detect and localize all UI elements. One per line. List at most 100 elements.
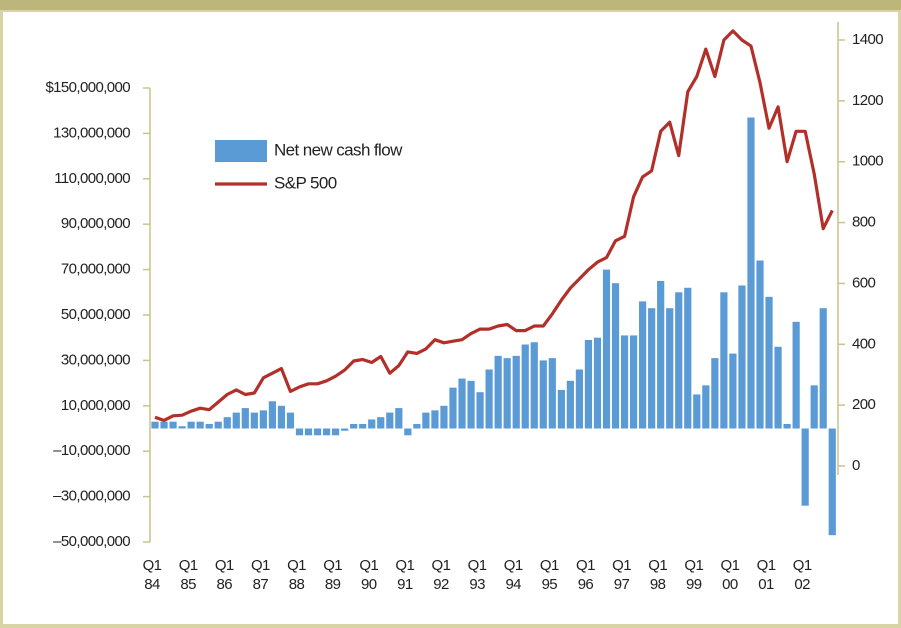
bar — [792, 321, 800, 429]
bar — [575, 369, 584, 429]
bar — [611, 283, 620, 429]
bar — [548, 358, 556, 429]
x-tick-label: Q1 86 — [214, 557, 234, 593]
bar — [341, 428, 349, 431]
bar — [512, 355, 520, 429]
bar — [350, 423, 358, 429]
x-tick-label: Q1 84 — [142, 557, 162, 593]
bar — [765, 296, 773, 429]
bar — [250, 412, 258, 429]
bar — [801, 428, 809, 506]
bar — [702, 385, 710, 429]
bar — [530, 342, 538, 429]
bar — [241, 408, 249, 429]
bar — [584, 339, 593, 429]
bar — [675, 292, 683, 429]
bar — [151, 421, 159, 429]
bar — [666, 308, 674, 429]
bar — [322, 428, 331, 436]
y-tick-label: $150,000,000 — [45, 79, 130, 96]
bar — [160, 421, 168, 429]
y-tick-label: –30,000,000 — [53, 488, 130, 505]
x-tick-label: Q1 01 — [756, 557, 776, 593]
y2-tick-label: 400 — [852, 335, 875, 352]
x-tick-label: Q1 95 — [539, 557, 559, 593]
bar — [395, 408, 403, 429]
bar — [440, 405, 448, 429]
y2-tick-label: 800 — [852, 214, 875, 231]
x-tick-label: Q1 85 — [178, 557, 198, 593]
bar — [629, 335, 638, 429]
x-tick-label: Q1 89 — [323, 557, 342, 593]
y-tick-label: –10,000,000 — [53, 442, 130, 459]
bar — [521, 344, 529, 429]
x-tick-label: Q1 88 — [287, 557, 306, 593]
bar — [756, 260, 764, 429]
legend-label: Net new cash flow — [274, 140, 403, 159]
legend-swatch — [215, 140, 267, 162]
bar — [747, 117, 755, 429]
y2-tick-label: 1400 — [852, 31, 883, 48]
bar — [566, 380, 574, 429]
x-tick-label: Q1 98 — [648, 557, 668, 593]
x-tick-label: Q1 91 — [395, 557, 415, 593]
y-tick-label: 90,000,000 — [61, 215, 130, 232]
bar — [593, 337, 602, 429]
x-tick-label: Q1 99 — [684, 557, 704, 593]
x-tick-label: Q1 00 — [720, 557, 740, 593]
line — [154, 29, 834, 422]
bar — [377, 417, 385, 429]
bar — [449, 387, 457, 429]
bar — [819, 308, 827, 429]
bar — [657, 280, 665, 429]
y2-tick-label: 1000 — [852, 153, 883, 170]
bar — [557, 389, 565, 429]
bar — [368, 419, 376, 429]
y-tick-label: 30,000,000 — [61, 351, 130, 368]
y-tick-label: 110,000,000 — [54, 170, 130, 187]
y-tick-label: 50,000,000 — [61, 306, 130, 323]
x-tick-label: Q1 94 — [503, 557, 523, 593]
y-tick-label: 70,000,000 — [61, 261, 130, 278]
bar — [404, 428, 412, 436]
bar — [729, 353, 737, 429]
bar — [774, 346, 782, 429]
bar — [720, 292, 728, 429]
bar — [386, 412, 394, 429]
bar — [494, 355, 502, 429]
bar — [684, 287, 692, 429]
x-tick-label: Q1 96 — [576, 557, 595, 593]
bar — [169, 421, 177, 429]
bar — [286, 412, 295, 429]
y-tick-label: 130,000,000 — [53, 124, 130, 141]
bar — [223, 417, 231, 429]
bar — [332, 428, 340, 436]
x-tick-label: Q1 90 — [359, 557, 379, 593]
bar — [196, 421, 204, 429]
bar — [503, 358, 511, 429]
bar — [738, 285, 746, 429]
bar — [485, 369, 493, 429]
bar — [467, 380, 475, 429]
x-tick-label: Q1 97 — [612, 557, 631, 593]
bar — [810, 385, 818, 429]
bar — [259, 410, 267, 429]
bar — [539, 360, 547, 429]
bar — [711, 358, 719, 429]
bar — [413, 423, 421, 429]
x-tick-label: Q1 92 — [431, 557, 451, 593]
bar — [828, 428, 836, 536]
bar — [214, 421, 222, 429]
bar — [458, 378, 466, 429]
bar — [205, 423, 213, 429]
bar — [277, 405, 286, 429]
bar — [602, 269, 611, 429]
bar — [178, 426, 186, 429]
bar — [431, 410, 439, 429]
x-tick-label: Q1 93 — [467, 557, 487, 593]
bar — [422, 412, 430, 429]
legend-label: S&P 500 — [274, 173, 337, 192]
bar — [232, 412, 240, 429]
y2-tick-label: 1200 — [852, 92, 883, 109]
